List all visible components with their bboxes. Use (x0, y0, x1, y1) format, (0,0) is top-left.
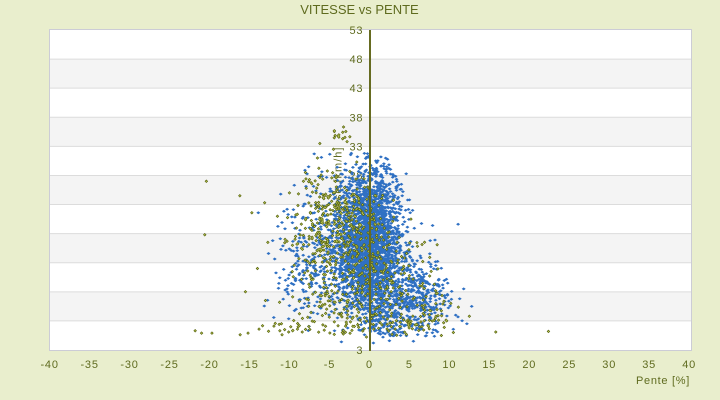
svg-text:0: 0 (366, 359, 373, 371)
svg-text:48: 48 (349, 54, 363, 66)
svg-text:-25: -25 (160, 359, 178, 371)
svg-text:35: 35 (642, 359, 656, 371)
svg-text:10: 10 (442, 359, 456, 371)
svg-text:3: 3 (356, 345, 363, 357)
svg-text:-10: -10 (280, 359, 298, 371)
svg-text:3: 3 (356, 316, 363, 328)
svg-text:-40: -40 (40, 359, 58, 371)
svg-text:15: 15 (482, 359, 496, 371)
svg-text:-30: -30 (120, 359, 138, 371)
svg-text:25: 25 (562, 359, 576, 371)
svg-text:33: 33 (349, 141, 363, 153)
svg-text:43: 43 (349, 83, 363, 95)
svg-text:VITESSE vs PENTE: VITESSE vs PENTE (300, 2, 419, 17)
svg-text:20: 20 (522, 359, 536, 371)
svg-text:-5: -5 (324, 359, 335, 371)
svg-text:-20: -20 (200, 359, 218, 371)
svg-text:5: 5 (406, 359, 413, 371)
svg-text:38: 38 (349, 112, 363, 124)
svg-text:40: 40 (682, 359, 696, 371)
svg-text:30: 30 (602, 359, 616, 371)
svg-text:Pente [%]: Pente [%] (636, 375, 690, 387)
svg-text:-35: -35 (80, 359, 98, 371)
svg-text:8: 8 (356, 287, 363, 299)
svg-text:53: 53 (349, 25, 363, 37)
svg-text:-15: -15 (240, 359, 258, 371)
